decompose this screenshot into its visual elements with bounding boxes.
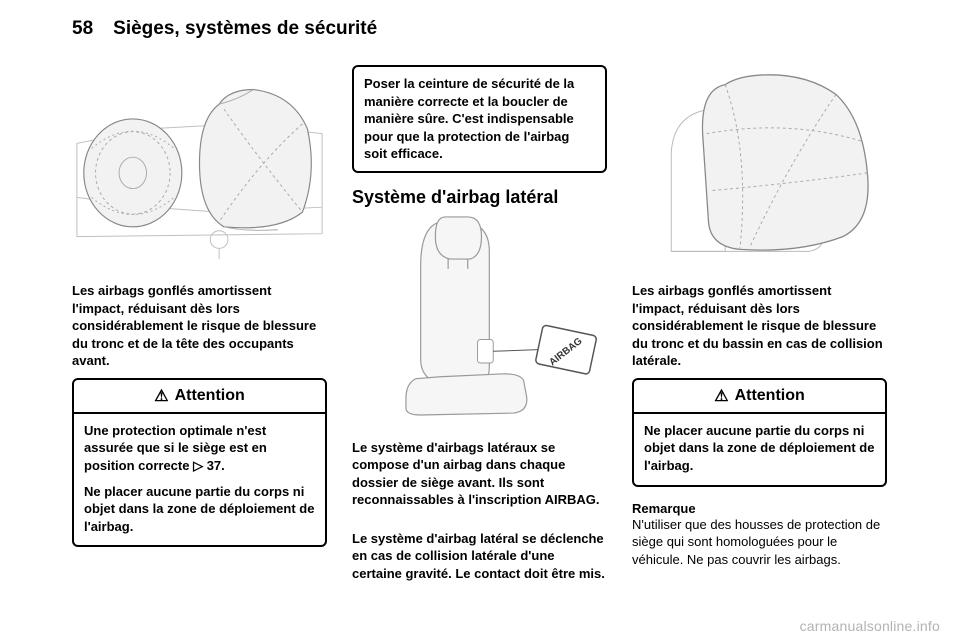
remark-label: Remarque bbox=[632, 501, 887, 516]
page-header: 58 Sièges, systèmes de sécurité bbox=[72, 18, 888, 48]
warning-paragraph: Ne placer aucune partie du corps ni obje… bbox=[644, 422, 875, 475]
paragraph: Le système d'airbag latéral se déclenche… bbox=[352, 530, 607, 583]
info-text: Poser la ceinture de sécurité de la mani… bbox=[364, 75, 595, 163]
chapter-title: Sièges, systèmes de sécurité bbox=[113, 18, 377, 40]
illustration-dashboard-airbags bbox=[72, 65, 327, 261]
warning-body: Ne placer aucune partie du corps ni obje… bbox=[634, 414, 885, 485]
warning-paragraph: Une protection optimale n'est assurée qu… bbox=[84, 422, 315, 475]
warning-header: ⚠ Attention bbox=[634, 380, 885, 414]
content-columns: Les airbags gonflés amortissent l'impact… bbox=[72, 65, 887, 610]
remark-text: N'utiliser que des housses de protection… bbox=[632, 516, 887, 569]
section-heading: Système d'airbag latéral bbox=[352, 187, 607, 208]
column-2: Poser la ceinture de sécurité de la mani… bbox=[352, 65, 607, 610]
manual-page: 58 Sièges, systèmes de sécurité bbox=[0, 0, 960, 642]
illustration-seat-airbag-tag: AIRBAG bbox=[352, 212, 607, 418]
illustration-side-airbag-deployed bbox=[632, 65, 887, 261]
warning-icon: ⚠ bbox=[154, 386, 168, 406]
warning-icon: ⚠ bbox=[714, 386, 728, 406]
warning-body: Une protection optimale n'est assurée qu… bbox=[74, 414, 325, 545]
page-number: 58 bbox=[72, 18, 93, 40]
warning-box: ⚠ Attention Une protection optimale n'es… bbox=[72, 378, 327, 547]
warning-title: Attention bbox=[175, 387, 245, 405]
caption-text: Les airbags gonflés amortissent l'impact… bbox=[72, 282, 327, 370]
column-1: Les airbags gonflés amortissent l'impact… bbox=[72, 65, 327, 610]
info-box: Poser la ceinture de sécurité de la mani… bbox=[352, 65, 607, 173]
warning-paragraph: Ne placer aucune partie du corps ni obje… bbox=[84, 483, 315, 536]
warning-box: ⚠ Attention Ne placer aucune partie du c… bbox=[632, 378, 887, 487]
watermark: carmanualsonline.info bbox=[800, 618, 940, 634]
caption-text: Les airbags gonflés amortissent l'impact… bbox=[632, 282, 887, 370]
warning-title: Attention bbox=[735, 387, 805, 405]
warning-header: ⚠ Attention bbox=[74, 380, 325, 414]
column-3: Les airbags gonflés amortissent l'impact… bbox=[632, 65, 887, 610]
paragraph: Le système d'airbags latéraux se compose… bbox=[352, 439, 607, 509]
